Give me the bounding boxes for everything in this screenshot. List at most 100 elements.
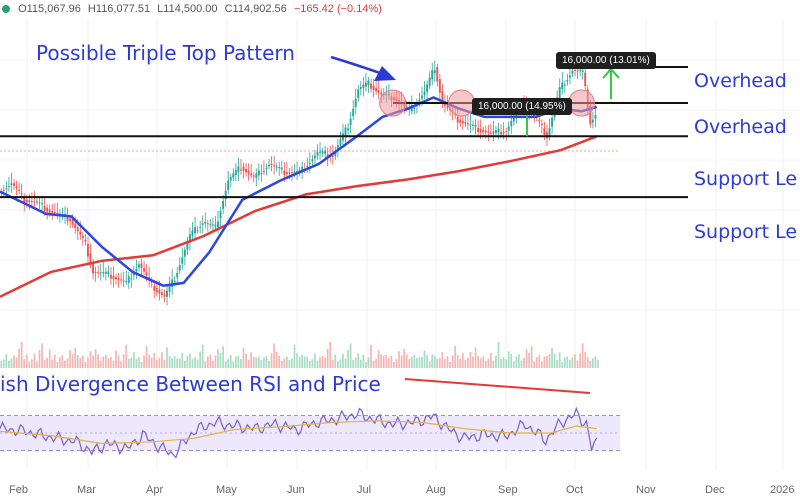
candle-body-66 — [168, 285, 171, 292]
volume-bar-76 — [194, 357, 196, 368]
volume-bar-152 — [388, 358, 390, 368]
volume-bar-83 — [212, 360, 214, 368]
volume-bar-204 — [520, 360, 523, 368]
candle-body-53 — [135, 269, 138, 272]
candle-body-211 — [538, 119, 541, 122]
volume-bar-102 — [260, 359, 263, 368]
volume-bar-22 — [56, 362, 59, 368]
volume-bar-172 — [439, 357, 441, 368]
volume-bar-207 — [528, 352, 530, 368]
volume-bar-61 — [155, 359, 158, 368]
x-label-sep: Sep — [498, 484, 518, 496]
volume-bar-36 — [92, 355, 94, 368]
candle-body-191 — [487, 131, 490, 133]
candle-body-83 — [211, 224, 214, 226]
candle-body-167 — [426, 84, 429, 92]
candle-body-214 — [546, 132, 548, 139]
volume-bar-56 — [143, 355, 145, 368]
support-label-1: Support Le — [694, 168, 798, 190]
volume-bar-78 — [199, 351, 201, 368]
volume-bar-176 — [449, 362, 451, 368]
volume-bar-95 — [242, 347, 245, 368]
volume-bar-188 — [479, 358, 482, 368]
volume-bar-45 — [115, 350, 117, 368]
ma-long-line — [0, 135, 598, 298]
candle-body-86 — [219, 211, 222, 219]
volume-bar-25 — [64, 360, 66, 368]
callout-arrow-head — [374, 66, 396, 81]
top-circle-0 — [379, 89, 407, 117]
candle-body-51 — [130, 278, 133, 280]
volume-bar-3 — [8, 360, 10, 368]
x-label-dec: Dec — [705, 484, 725, 496]
volume-bar-13 — [33, 353, 36, 368]
candle-body-52 — [132, 273, 135, 276]
ohlc-low: L114,500.00 — [157, 3, 218, 15]
candle-body-34 — [87, 244, 89, 257]
volume-bar-90 — [229, 355, 232, 368]
candle-body-92 — [234, 169, 237, 175]
candle-body-11 — [28, 200, 31, 203]
candle-body-225 — [574, 69, 576, 71]
x-label-aug: Aug — [426, 484, 446, 496]
volume-bar-224 — [571, 357, 574, 368]
candle-body-220 — [561, 82, 564, 90]
volume-bar-128 — [326, 348, 329, 368]
volume-bar-132 — [337, 361, 339, 368]
candle-body-28 — [71, 219, 74, 225]
candle-body-15 — [38, 202, 41, 204]
candle-body-14 — [36, 201, 38, 203]
candle-body-79 — [201, 223, 204, 225]
candle-body-99 — [252, 175, 255, 177]
volume-bar-46 — [117, 355, 120, 368]
volume-bar-32 — [82, 355, 84, 368]
candle-body-212 — [540, 123, 543, 125]
candle-body-69 — [176, 272, 179, 278]
volume-bar-156 — [398, 351, 400, 368]
candle-body-68 — [173, 280, 176, 283]
candle-body-183 — [466, 123, 469, 125]
candle-body-196 — [500, 132, 502, 135]
candle-body-3 — [7, 185, 10, 187]
ohlc-open: O115,067.96 — [18, 3, 81, 15]
volume-bar-48 — [122, 354, 125, 368]
candle-body-1 — [2, 189, 5, 191]
overhead-label-2: Overhead — [694, 116, 787, 138]
candle-body-55 — [140, 263, 143, 268]
volume-bar-217 — [553, 353, 556, 368]
candle-body-17 — [43, 206, 46, 211]
measure-arrow-2 — [602, 67, 620, 100]
volume-bar-144 — [367, 357, 370, 368]
candle-body-100 — [255, 173, 258, 178]
candle-body-74 — [189, 234, 191, 243]
candle-body-39 — [99, 272, 102, 274]
volume-bar-208 — [530, 346, 533, 368]
volume-bar-137 — [349, 343, 352, 368]
volume-bar-196 — [500, 359, 502, 368]
moving-averages — [0, 96, 598, 298]
volume-bar-115 — [293, 344, 296, 368]
candle-body-44 — [112, 275, 115, 280]
candle-body-213 — [543, 127, 546, 135]
candle-body-115 — [293, 171, 296, 173]
volume-bar-159 — [405, 354, 408, 368]
candle-body-193 — [492, 131, 495, 134]
volume-bar-167 — [426, 355, 428, 368]
volume-bar-221 — [563, 357, 566, 368]
ohlc-bar: O115,067.96 H116,077.51 L114,500.00 C114… — [0, 3, 386, 15]
candle-body-89 — [227, 180, 230, 190]
candle-body-58 — [148, 276, 151, 279]
candle-body-43 — [109, 274, 112, 279]
top-circle-2 — [567, 89, 595, 117]
candle-body-149 — [380, 92, 383, 95]
volume-bar-233 — [594, 356, 597, 368]
candle-body-56 — [143, 268, 145, 272]
volume-bar-6 — [15, 357, 18, 368]
candle-body-147 — [375, 88, 378, 92]
volume-bar-165 — [421, 356, 423, 368]
pattern-title: Possible Triple Top Pattern — [36, 41, 295, 65]
volume-bar-1 — [2, 359, 5, 368]
callout-arrow-shaft — [330, 55, 381, 75]
volume-bar-54 — [138, 357, 140, 368]
candle-body-59 — [150, 281, 153, 283]
